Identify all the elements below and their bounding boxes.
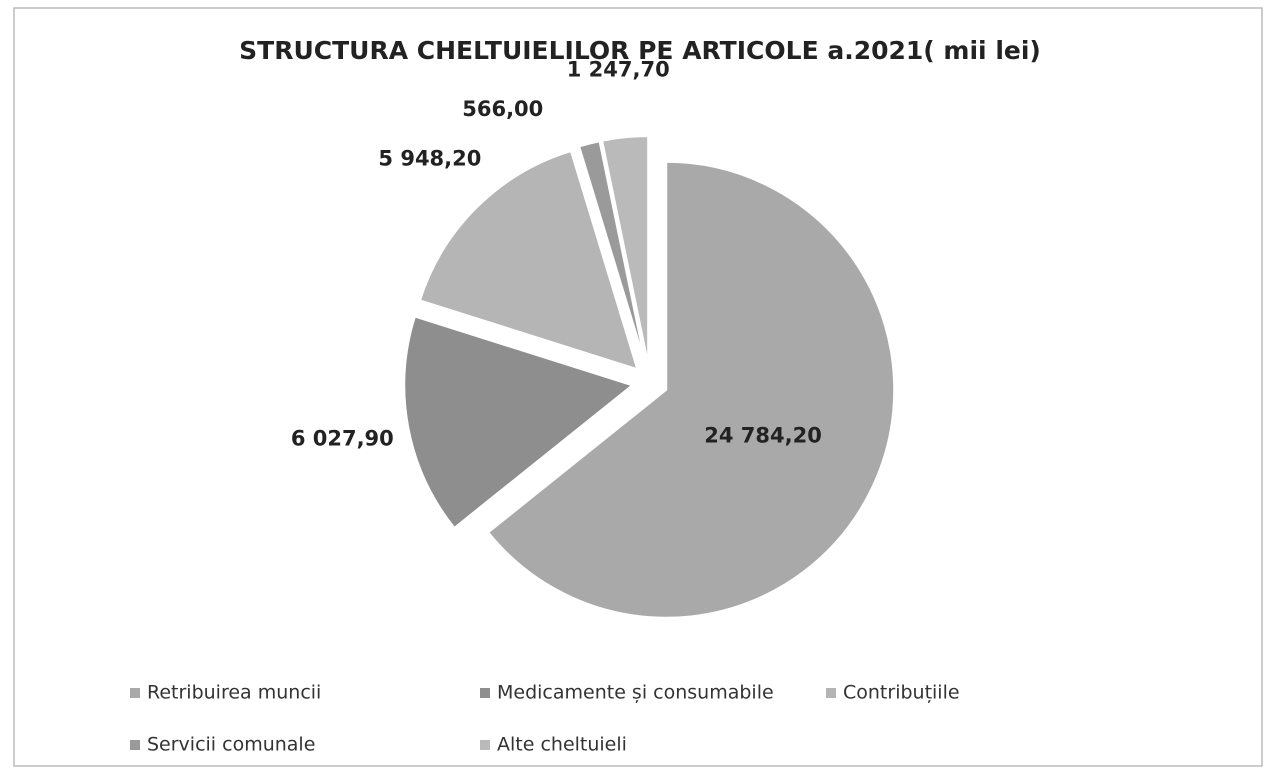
legend-swatch [480, 740, 490, 750]
legend-swatch [480, 688, 490, 698]
data-label: 566,00 [462, 97, 543, 121]
legend-label: Retribuirea muncii [147, 682, 321, 704]
pie-slice [600, 135, 650, 365]
pie-slice [403, 315, 635, 530]
chart-frame [13, 7, 1263, 767]
legend-label: Contribuțiile [843, 682, 960, 704]
legend-swatch [130, 740, 140, 750]
chart-title: STRUCTURA CHELTUIELILOR PE ARTICOLE a.20… [239, 36, 1041, 65]
data-label: 1 247,70 [567, 58, 670, 82]
legend-label: Medicamente și consumabile [497, 682, 774, 704]
pie-slice [486, 160, 896, 619]
legend-swatch [826, 688, 836, 698]
legend-label: Servicii comunale [147, 734, 315, 756]
data-label: 6 027,90 [291, 426, 394, 450]
legend-label: Alte cheltuieli [497, 734, 627, 756]
pie-slice [418, 149, 639, 371]
data-label: 24 784,20 [704, 423, 822, 447]
legend-swatch [130, 688, 140, 698]
pie-slice [577, 140, 647, 365]
data-label: 5 948,20 [378, 146, 481, 170]
